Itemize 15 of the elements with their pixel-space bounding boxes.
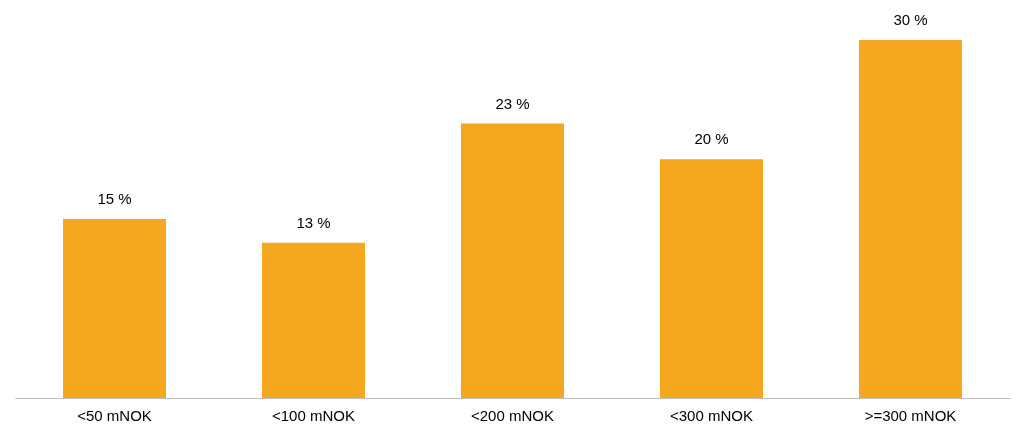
data-label: 15 %: [97, 190, 132, 207]
x-tick-label: <300 mNOK: [670, 406, 753, 424]
bar: [859, 40, 962, 398]
x-tick-label: <100 mNOK: [272, 406, 355, 424]
bar: [461, 123, 564, 398]
x-tick-label: <200 mNOK: [471, 406, 554, 424]
x-tick-label: >=300 mNOK: [864, 406, 957, 424]
data-label: 23 %: [495, 94, 530, 112]
data-label: 20 %: [694, 130, 729, 148]
data-label: 30 %: [893, 11, 928, 28]
x-tick-label: <50 mNOK: [77, 406, 152, 424]
bar: [660, 159, 763, 398]
bar: [262, 242, 365, 398]
data-label: 13 %: [296, 213, 331, 231]
bar: [63, 219, 166, 398]
